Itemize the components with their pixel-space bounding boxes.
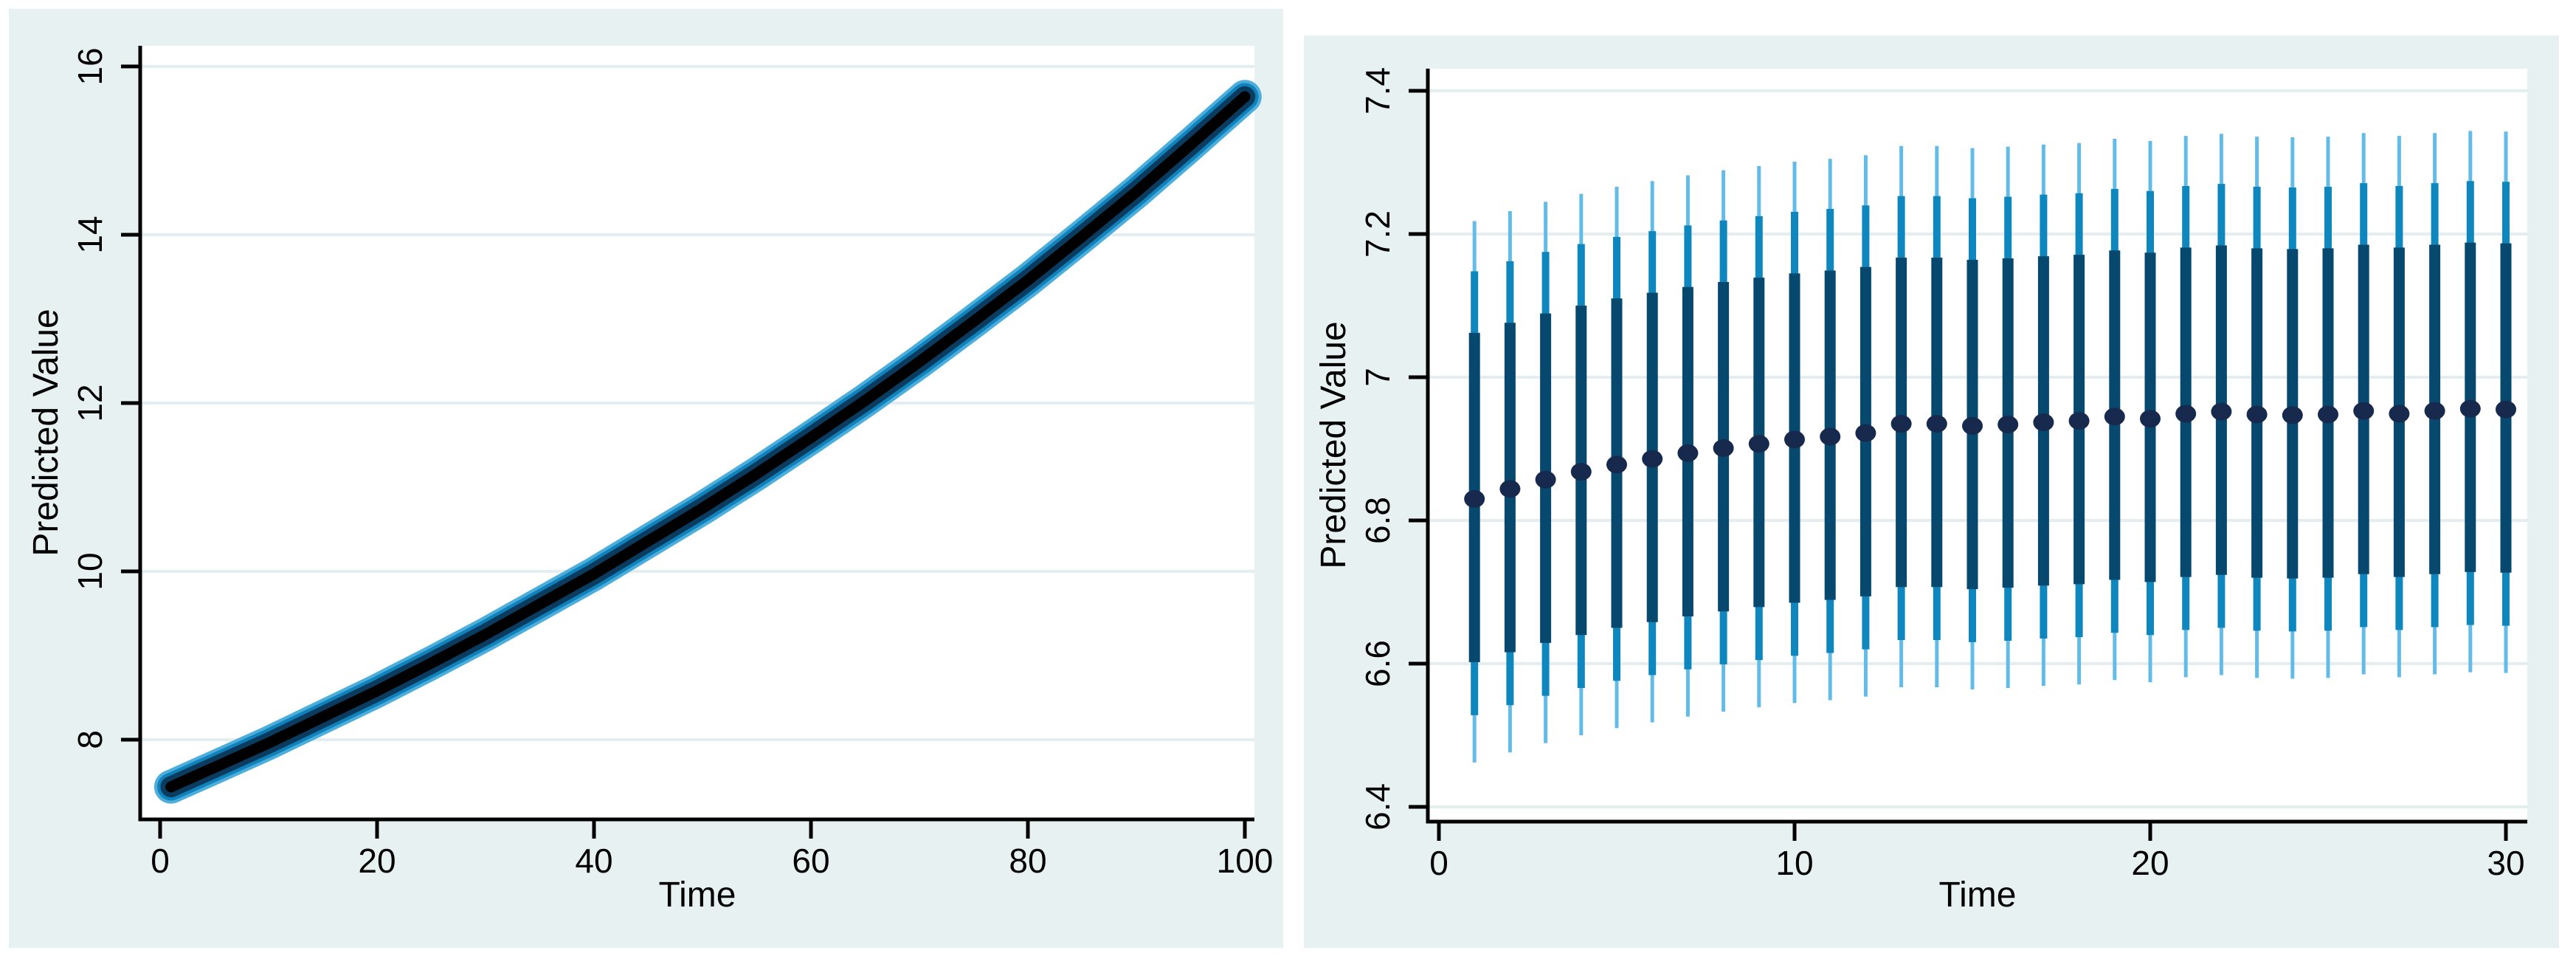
point-estimate-dot: [1642, 450, 1663, 468]
y-tick-label: 7.2: [1358, 210, 1397, 258]
y-tick-label: 7.4: [1358, 67, 1397, 114]
point-estimate-dot: [2068, 412, 2090, 430]
point-estimate-dot: [2389, 405, 2410, 423]
right-y-axis-title: Predicted Value: [1314, 321, 1353, 568]
point-estimate-dot: [1570, 463, 1592, 481]
x-tick-label: 100: [1217, 842, 1274, 880]
point-estimate-dot: [1713, 439, 1734, 458]
point-estimate-dot: [2033, 413, 2054, 432]
point-estimate-dot: [2140, 410, 2161, 428]
y-tick-label: 10: [71, 552, 109, 590]
x-tick-label: 20: [358, 842, 396, 880]
point-estimate-dot: [1855, 424, 1876, 442]
point-estimate-dot: [2282, 406, 2303, 424]
point-estimate-dot: [1677, 444, 1699, 462]
left-curve-with-ci-bands: [153, 80, 1262, 804]
right-axes-and-ticks: 0 10 20 30 7.4 7.2 7 6.8 6.6 6.4: [1358, 67, 2527, 882]
y-tick-label: 6.8: [1358, 497, 1397, 544]
point-estimate-dot: [2104, 407, 2125, 426]
fitted-line: [165, 91, 1251, 793]
point-estimate-dot: [1784, 430, 1805, 449]
x-tick-label: 40: [575, 842, 612, 880]
point-estimate-dot: [2175, 405, 2197, 423]
point-estimate-dot: [1499, 480, 1521, 498]
y-tick-label: 6.6: [1358, 640, 1397, 687]
left-axes-and-ticks: 0 20 40 60 80 100 8 10 12 14 16: [71, 46, 1273, 880]
left-y-axis-title: Predicted Value: [27, 309, 66, 556]
point-estimate-dot: [2211, 402, 2232, 421]
y-tick-label: 8: [71, 730, 109, 749]
point-estimate-dot: [1962, 416, 1983, 435]
x-tick-label: 60: [792, 842, 829, 880]
point-estimate-dot: [1464, 489, 1485, 508]
y-tick-label: 7: [1358, 368, 1397, 387]
point-estimate-dot: [2318, 405, 2338, 424]
x-tick-label: 10: [1775, 844, 1813, 882]
y-tick-label: 14: [71, 216, 109, 253]
x-tick-label: 80: [1009, 842, 1046, 880]
point-estimate-dot: [2353, 402, 2375, 420]
point-estimate-dot: [2496, 400, 2516, 419]
y-tick-label: 6.4: [1358, 783, 1397, 830]
point-estimate-dot: [1820, 427, 1841, 446]
point-estimate-dot: [1890, 415, 1912, 433]
x-tick-label: 20: [2131, 844, 2169, 882]
point-estimate-dot: [2424, 402, 2445, 420]
right-interval-bars: [1464, 131, 2516, 763]
x-tick-label: 0: [151, 842, 170, 880]
point-estimate-dot: [1606, 455, 1627, 474]
y-tick-label: 16: [71, 47, 109, 85]
point-estimate-dot: [2246, 405, 2268, 424]
x-tick-label: 30: [2487, 844, 2524, 882]
x-tick-label: 0: [1429, 844, 1448, 882]
point-estimate-dot: [1748, 435, 1769, 453]
point-estimate-dot: [1535, 470, 1556, 489]
left-x-axis-title: Time: [659, 876, 736, 915]
point-estimate-dot: [2459, 399, 2481, 418]
point-estimate-dot: [1997, 416, 2019, 434]
y-tick-label: 12: [71, 384, 109, 422]
right-x-axis-title: Time: [1939, 876, 2017, 915]
point-estimate-dot: [1926, 415, 1947, 433]
left-plot-area: [140, 46, 1254, 819]
